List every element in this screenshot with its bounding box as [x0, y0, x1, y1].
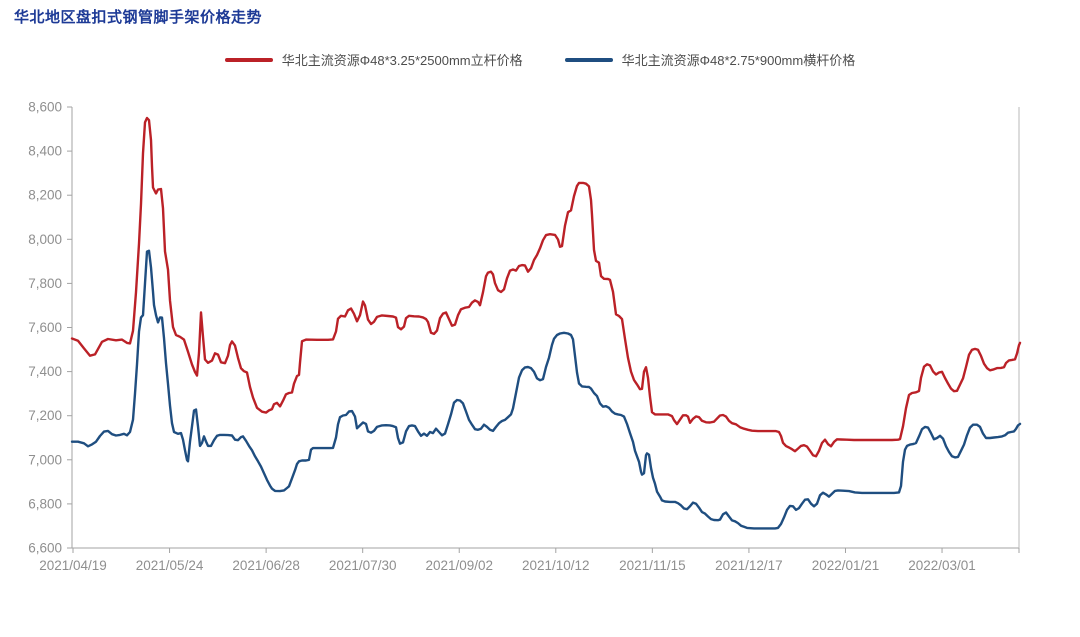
- y-axis-tick-label: 7,200: [28, 408, 62, 423]
- y-axis-tick-label: 8,000: [28, 232, 62, 247]
- x-axis-tick-label: 2022/03/01: [908, 558, 976, 573]
- x-axis-tick-label: 2021/05/24: [136, 558, 204, 573]
- x-axis-tick-label: 2021/09/02: [425, 558, 493, 573]
- x-axis-tick-label: 2021/06/28: [232, 558, 300, 573]
- legend-line-swatch-blue: [564, 57, 613, 62]
- legend-item-vertical-pole-price: 华北主流资源Φ48*3.25*2500mm立杆价格: [224, 50, 523, 69]
- legend-label: 华北主流资源Φ48*2.75*900mm横杆价格: [621, 53, 856, 68]
- x-axis-tick-label: 2021/11/15: [619, 558, 686, 573]
- x-axis-tick-label: 2022/01/21: [812, 558, 880, 573]
- y-axis-tick-label: 8,400: [28, 144, 62, 159]
- y-axis-tick-label: 7,600: [28, 320, 62, 335]
- x-axis-tick-label: 2021/10/12: [522, 558, 590, 573]
- series-line-vertical-pole: [70, 116, 1022, 458]
- y-axis-tick-label: 7,400: [28, 364, 62, 379]
- legend-item-horizontal-bar-price: 华北主流资源Φ48*2.75*900mm横杆价格: [564, 50, 856, 69]
- page-title: 华北地区盘扣式钢管脚手架价格走势: [14, 9, 263, 26]
- legend-line-swatch-red: [224, 57, 273, 62]
- x-axis-tick-label: 2021/07/30: [329, 558, 397, 573]
- y-axis-tick-label: 8,600: [28, 100, 62, 115]
- legend: 华北主流资源Φ48*3.25*2500mm立杆价格 华北主流资源Φ48*2.75…: [0, 50, 1080, 69]
- x-axis-tick-label: 2021/12/17: [715, 558, 783, 573]
- y-axis-tick-label: 8,200: [28, 188, 62, 203]
- y-axis-tick-label: 7,000: [28, 452, 62, 467]
- y-axis-tick-label: 7,800: [28, 276, 62, 291]
- x-axis-tick-label: 2021/04/19: [39, 558, 107, 573]
- series-line-horizontal-bar: [70, 249, 1022, 530]
- legend-label: 华北主流资源Φ48*3.25*2500mm立杆价格: [281, 53, 523, 68]
- y-axis-tick-label: 6,800: [28, 496, 62, 511]
- y-axis-tick-label: 6,600: [28, 541, 62, 556]
